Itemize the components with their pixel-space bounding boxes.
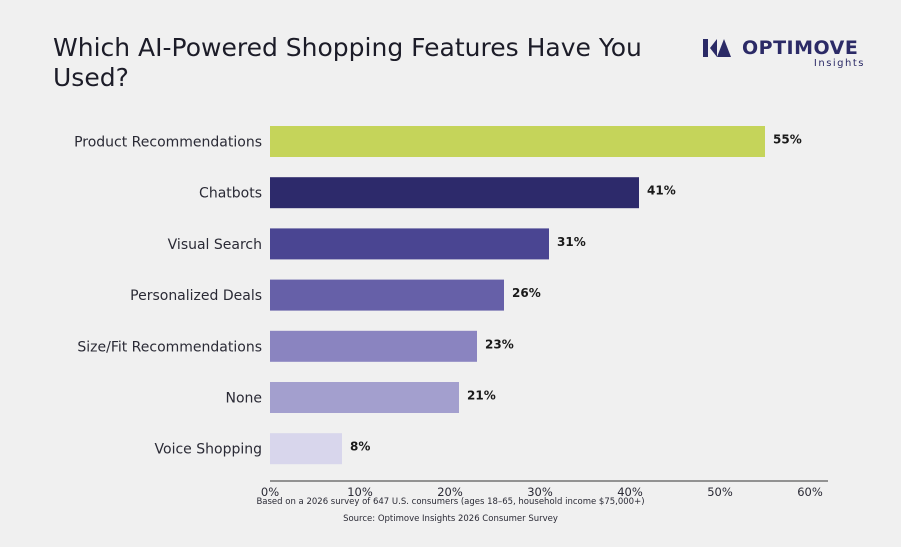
bar-6 bbox=[270, 433, 342, 465]
category-label: Personalized Deals bbox=[130, 288, 262, 304]
category-label: Voice Shopping bbox=[155, 442, 262, 458]
value-label: 8% bbox=[350, 440, 370, 454]
value-label: 31% bbox=[557, 235, 586, 249]
chart-title: Which AI-Powered Shopping Features Have … bbox=[53, 33, 642, 92]
bar-0 bbox=[270, 126, 765, 157]
x-tick-label: 60% bbox=[797, 485, 823, 499]
x-tick-label: 10% bbox=[347, 485, 373, 499]
category-label: None bbox=[225, 391, 262, 407]
value-label: 23% bbox=[485, 337, 514, 351]
x-tick-label: 30% bbox=[527, 485, 553, 499]
value-label: 41% bbox=[647, 184, 676, 198]
category-label: Chatbots bbox=[199, 186, 262, 202]
footnote: Based on a 2026 survey of 647 U.S. consu… bbox=[256, 497, 645, 507]
value-label: 21% bbox=[467, 389, 496, 403]
bar-2 bbox=[270, 228, 549, 260]
brand-name: OPTIMOVE bbox=[742, 37, 859, 59]
value-label: 55% bbox=[773, 133, 802, 147]
category-label: Product Recommendations bbox=[74, 135, 262, 151]
source-note: Source: Optimove Insights 2026 Consumer … bbox=[343, 514, 558, 524]
bar-4 bbox=[270, 330, 477, 362]
brand-subtitle: Insights bbox=[813, 58, 865, 69]
bar-3 bbox=[270, 279, 504, 311]
brand-logo: OPTIMOVE Insights bbox=[703, 37, 868, 73]
category-label: Size/Fit Recommendations bbox=[77, 339, 262, 355]
brand-mark-icon bbox=[703, 39, 731, 57]
x-tick-label: 0% bbox=[261, 485, 279, 499]
x-tick-label: 50% bbox=[707, 485, 733, 499]
bar-1 bbox=[270, 177, 639, 209]
x-tick-label: 40% bbox=[617, 485, 643, 499]
category-label: Visual Search bbox=[168, 237, 262, 253]
bar-5 bbox=[270, 382, 459, 413]
value-label: 26% bbox=[512, 286, 541, 300]
x-tick-label: 20% bbox=[437, 485, 463, 499]
